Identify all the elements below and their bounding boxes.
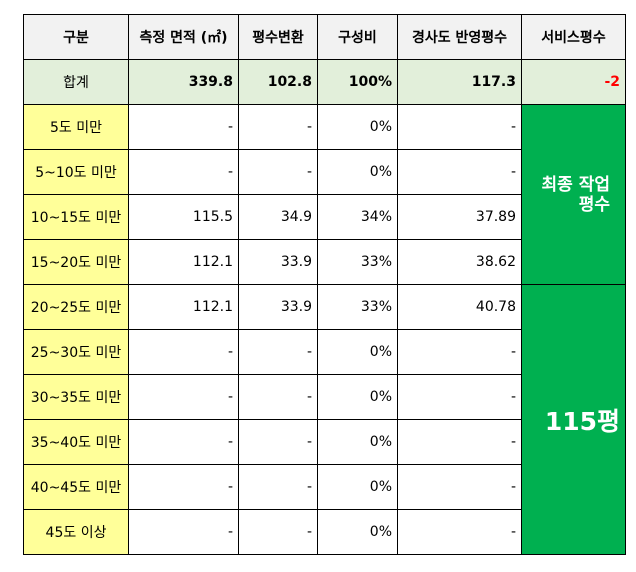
row-ratio[interactable]: 0% (317, 149, 398, 195)
table-row: 5~10도 미만 - - 0% - (23, 149, 626, 195)
total-area[interactable]: 339.8 (128, 59, 239, 105)
row-ratio[interactable]: 0% (317, 374, 398, 420)
row-pyeong[interactable]: - (238, 509, 318, 555)
row-slope-pyeong[interactable]: - (397, 509, 522, 555)
row-area[interactable]: - (128, 464, 239, 510)
header-measured-area[interactable]: 측정 면적 (㎡) (128, 14, 239, 60)
row-area[interactable]: - (128, 374, 239, 420)
total-service[interactable]: -2 (521, 59, 626, 105)
row-slope-pyeong[interactable]: 40.78 (397, 284, 522, 330)
row-slope-pyeong[interactable]: - (397, 329, 522, 375)
table-row: 45도 이상 - - 0% - (23, 509, 626, 555)
row-slope-pyeong[interactable]: 37.89 (397, 194, 522, 240)
total-ratio[interactable]: 100% (317, 59, 398, 105)
row-ratio[interactable]: 33% (317, 239, 398, 285)
total-row: 합계 339.8 102.8 100% 117.3 -2 (23, 59, 626, 105)
row-slope-pyeong[interactable]: 38.62 (397, 239, 522, 285)
row-category[interactable]: 40~45도 미만 (23, 464, 129, 510)
header-category[interactable]: 구분 (23, 14, 129, 60)
row-ratio[interactable]: 0% (317, 329, 398, 375)
row-category[interactable]: 5도 미만 (23, 104, 129, 150)
row-slope-pyeong[interactable]: - (397, 374, 522, 420)
row-pyeong[interactable]: - (238, 374, 318, 420)
header-slope-adjusted-pyeong[interactable]: 경사도 반영평수 (397, 14, 522, 60)
total-pyeong-label: 115평 (544, 406, 620, 436)
row-area[interactable]: - (128, 149, 239, 195)
row-area[interactable]: - (128, 329, 239, 375)
total-label[interactable]: 합계 (23, 59, 129, 105)
table-row: 40~45도 미만 - - 0% - (23, 464, 626, 510)
header-service-pyeong[interactable]: 서비스평수 (521, 14, 626, 60)
row-pyeong[interactable]: - (238, 419, 318, 465)
row-ratio[interactable]: 0% (317, 104, 398, 150)
total-pyeong[interactable]: 102.8 (238, 59, 318, 105)
table-row: 15~20도 미만 112.1 33.9 33% 38.62 (23, 239, 626, 285)
row-area[interactable]: 115.5 (128, 194, 239, 240)
table-row: 20~25도 미만 112.1 33.9 33% 40.78 115평 (23, 284, 626, 555)
row-slope-pyeong[interactable]: - (397, 419, 522, 465)
row-pyeong[interactable]: 33.9 (238, 239, 318, 285)
row-slope-pyeong[interactable]: - (397, 464, 522, 510)
row-category[interactable]: 10~15도 미만 (23, 194, 129, 240)
final-work-pyeong-label: 최종 작업 평수 (541, 174, 610, 215)
row-pyeong[interactable]: 34.9 (238, 194, 318, 240)
row-category[interactable]: 15~20도 미만 (23, 239, 129, 285)
table-row: 25~30도 미만 - - 0% - (23, 329, 626, 375)
table-row: 35~40도 미만 - - 0% - (23, 419, 626, 465)
row-pyeong[interactable]: - (238, 464, 318, 510)
row-area[interactable]: - (128, 509, 239, 555)
row-area[interactable]: - (128, 104, 239, 150)
row-category[interactable]: 45도 이상 (23, 509, 129, 555)
row-slope-pyeong[interactable]: - (397, 104, 522, 150)
total-pyeong-cell[interactable]: 115평 (521, 284, 626, 555)
row-ratio[interactable]: 0% (317, 419, 398, 465)
total-slope-pyeong[interactable]: 117.3 (397, 59, 522, 105)
header-row: 구분 측정 면적 (㎡) 평수변환 구성비 경사도 반영평수 서비스평수 (23, 14, 626, 60)
row-area[interactable]: - (128, 419, 239, 465)
row-slope-pyeong[interactable]: - (397, 149, 522, 195)
row-ratio[interactable]: 33% (317, 284, 398, 330)
row-pyeong[interactable]: - (238, 149, 318, 195)
row-category[interactable]: 5~10도 미만 (23, 149, 129, 195)
row-category[interactable]: 25~30도 미만 (23, 329, 129, 375)
row-area[interactable]: 112.1 (128, 284, 239, 330)
row-pyeong[interactable]: - (238, 329, 318, 375)
header-composition-ratio[interactable]: 구성비 (317, 14, 398, 60)
header-pyeong-conversion[interactable]: 평수변환 (238, 14, 318, 60)
table-row: 5도 미만 - - 0% - 최종 작업 평수 (23, 104, 626, 285)
row-ratio[interactable]: 0% (317, 464, 398, 510)
slope-area-table: 구분 측정 면적 (㎡) 평수변환 구성비 경사도 반영평수 서비스평수 합계 … (23, 14, 626, 555)
row-category[interactable]: 20~25도 미만 (23, 284, 129, 330)
row-area[interactable]: 112.1 (128, 239, 239, 285)
row-ratio[interactable]: 34% (317, 194, 398, 240)
row-pyeong[interactable]: 33.9 (238, 284, 318, 330)
row-category[interactable]: 30~35도 미만 (23, 374, 129, 420)
final-work-pyeong-cell[interactable]: 최종 작업 평수 (521, 104, 626, 285)
row-ratio[interactable]: 0% (317, 509, 398, 555)
row-pyeong[interactable]: - (238, 104, 318, 150)
row-category[interactable]: 35~40도 미만 (23, 419, 129, 465)
